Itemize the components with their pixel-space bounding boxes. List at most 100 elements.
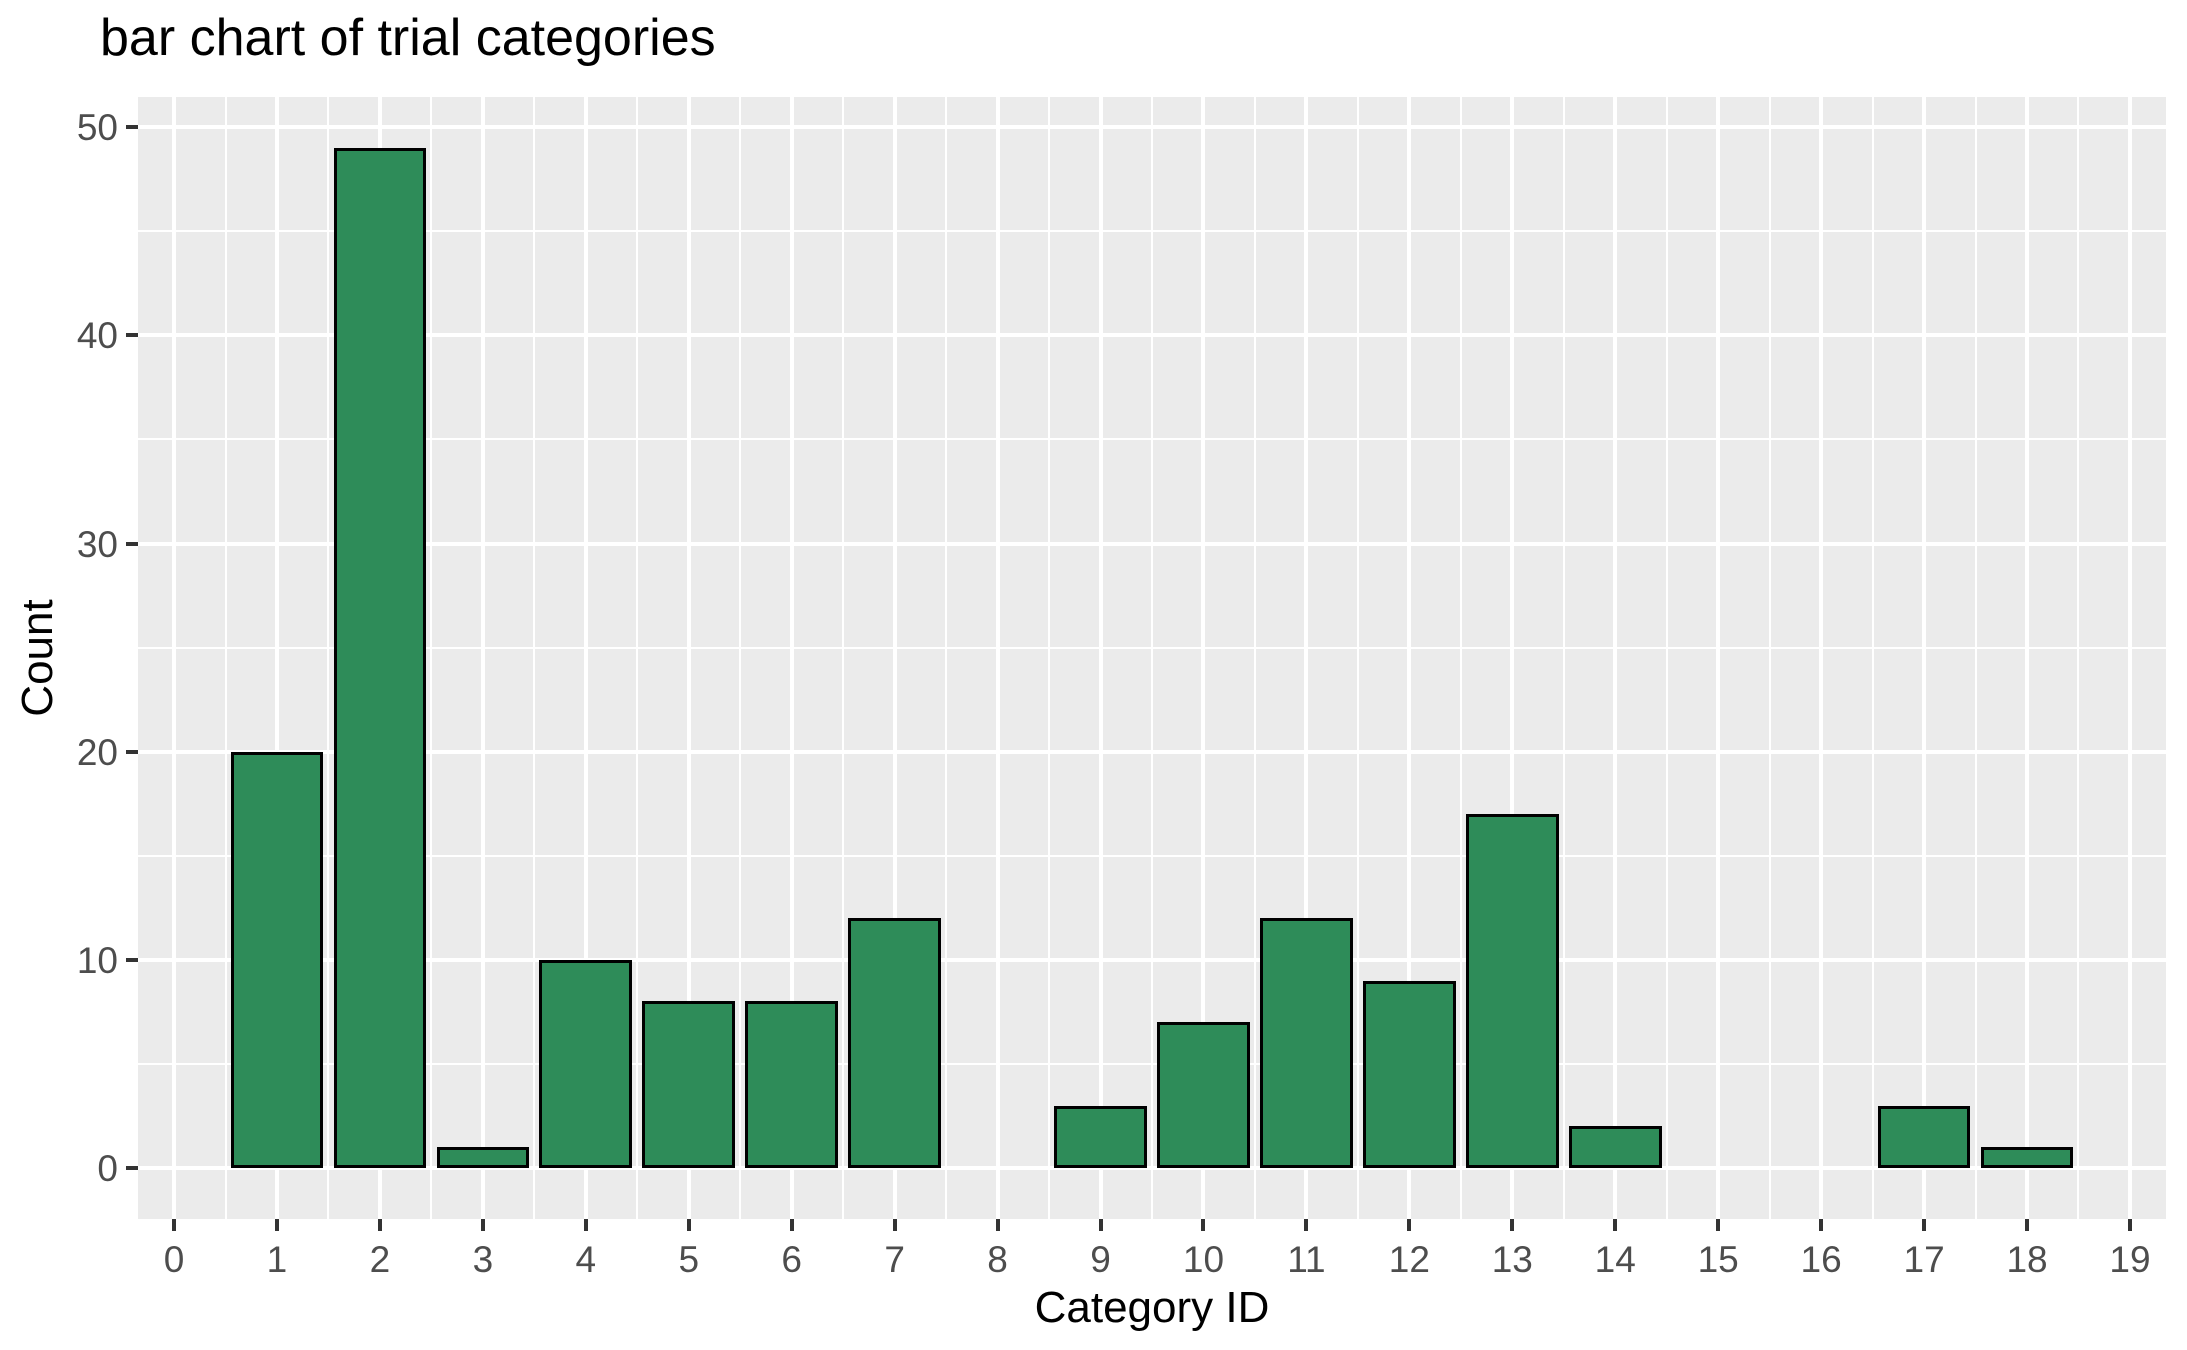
x-tick-mark [1613, 1219, 1618, 1231]
x-major-gridline [1510, 97, 1515, 1219]
x-minor-gridline [739, 97, 742, 1219]
x-tick-label: 5 [678, 1239, 700, 1280]
x-minor-gridline [1356, 97, 1359, 1219]
x-major-gridline [480, 97, 485, 1219]
bar-category-11 [1260, 918, 1353, 1168]
x-tick-mark [1098, 1219, 1103, 1231]
x-minor-gridline [1665, 97, 1668, 1219]
x-tick-label: 15 [1697, 1239, 1739, 1280]
bar-category-12 [1363, 980, 1456, 1168]
x-tick-mark [1407, 1219, 1412, 1231]
bar-category-9 [1054, 1105, 1147, 1168]
x-major-gridline [1819, 97, 1824, 1219]
x-tick-label: 17 [1903, 1239, 1945, 1280]
y-tick-mark [126, 1166, 138, 1170]
y-tick-label: 20 [76, 731, 118, 773]
y-tick-label: 0 [97, 1148, 118, 1189]
plot-panel [138, 97, 2166, 1219]
x-minor-gridline [1048, 97, 1051, 1219]
x-minor-gridline [1151, 97, 1153, 1219]
x-tick-mark [1201, 1219, 1206, 1231]
x-tick-mark [480, 1219, 485, 1231]
chart-title: bar chart of trial categories [100, 9, 716, 67]
x-tick-mark [377, 1219, 382, 1231]
bar-category-7 [848, 918, 941, 1168]
x-tick-label: 9 [1090, 1239, 1111, 1280]
y-tick-mark [126, 749, 138, 754]
x-tick-mark [2025, 1219, 2030, 1231]
bar-category-18 [1980, 1147, 2074, 1168]
x-major-gridline [1304, 97, 1309, 1219]
x-major-gridline [995, 97, 1000, 1219]
bar-category-4 [539, 959, 633, 1168]
x-tick-mark [274, 1219, 279, 1231]
bar-category-10 [1157, 1022, 1250, 1168]
x-tick-mark [1510, 1219, 1515, 1231]
x-major-gridline [1201, 97, 1206, 1219]
x-tick-mark [1819, 1219, 1824, 1231]
x-tick-label: 7 [884, 1239, 905, 1280]
x-tick-label: 0 [163, 1239, 185, 1280]
bar-category-13 [1465, 814, 1559, 1168]
x-minor-gridline [1459, 97, 1462, 1219]
y-axis-title: Count [13, 599, 62, 717]
x-major-gridline [892, 97, 897, 1219]
x-minor-gridline [327, 97, 330, 1219]
x-tick-label: 6 [781, 1239, 802, 1280]
x-major-gridline [2127, 97, 2132, 1219]
x-tick-mark [172, 1219, 177, 1231]
bar-category-1 [230, 751, 324, 1168]
x-major-gridline [686, 97, 691, 1219]
x-tick-mark [686, 1219, 691, 1231]
y-tick-mark [126, 333, 138, 338]
y-tick-label: 40 [76, 315, 118, 357]
x-minor-gridline [1253, 97, 1256, 1219]
x-minor-gridline [1974, 97, 1977, 1219]
x-tick-mark [1716, 1219, 1721, 1231]
x-tick-label: 3 [472, 1239, 494, 1280]
x-tick-label: 8 [987, 1239, 1008, 1280]
y-tick-label: 50 [76, 107, 118, 149]
x-tick-label: 11 [1287, 1239, 1326, 1280]
x-tick-mark [995, 1219, 1000, 1231]
x-tick-label: 4 [575, 1239, 597, 1280]
x-major-gridline [2025, 97, 2030, 1219]
x-tick-label: 18 [2006, 1239, 2048, 1280]
x-axis-title: Category ID [1034, 1283, 1270, 1332]
y-tick-mark [126, 541, 138, 546]
x-major-gridline [1716, 97, 1721, 1219]
x-minor-gridline [636, 97, 639, 1219]
y-tick-label: 30 [76, 523, 118, 565]
x-major-gridline [789, 97, 794, 1219]
x-major-gridline [1098, 97, 1103, 1219]
x-major-gridline [1613, 97, 1618, 1219]
x-tick-label: 1 [266, 1239, 288, 1280]
x-major-gridline [1922, 97, 1927, 1219]
x-tick-label: 2 [369, 1239, 391, 1280]
bar-category-6 [745, 1001, 838, 1168]
x-tick-label: 16 [1800, 1239, 1842, 1280]
x-major-gridline [172, 97, 177, 1219]
x-tick-mark [789, 1219, 794, 1231]
y-tick-mark [126, 125, 138, 130]
x-tick-label: 10 [1182, 1239, 1225, 1280]
x-major-gridline [1407, 97, 1412, 1219]
y-tick-label: 10 [76, 939, 118, 981]
x-minor-gridline [1562, 97, 1565, 1219]
x-tick-label: 19 [2109, 1239, 2151, 1280]
x-major-gridline [274, 97, 279, 1219]
x-tick-label: 14 [1594, 1239, 1636, 1280]
x-major-gridline [583, 97, 588, 1219]
x-minor-gridline [945, 97, 948, 1219]
y-tick-mark [126, 957, 138, 962]
x-tick-label: 13 [1491, 1239, 1533, 1280]
x-tick-label: 12 [1388, 1239, 1430, 1280]
bar-category-3 [436, 1147, 530, 1168]
bar-category-5 [642, 1001, 736, 1168]
bar-category-14 [1568, 1126, 1662, 1168]
x-minor-gridline [842, 97, 845, 1219]
x-minor-gridline [1871, 97, 1874, 1219]
x-minor-gridline [224, 97, 227, 1219]
x-tick-mark [2127, 1219, 2132, 1231]
